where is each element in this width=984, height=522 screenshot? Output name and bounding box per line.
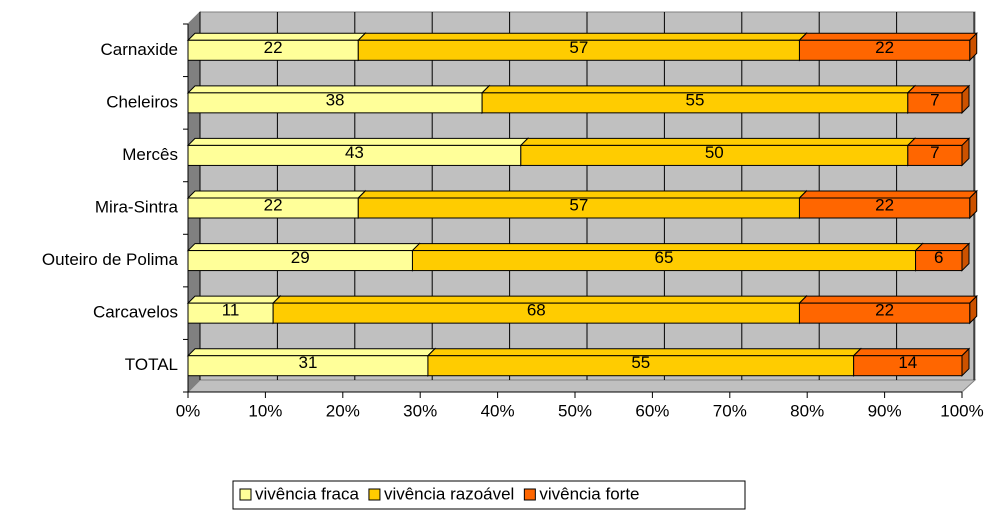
data-label: 7 [930, 90, 939, 109]
bars: 22 57 22 38 55 7 43 50 7 22 57 22 29 65 6 11 68 22 31 55 14 [186, 32, 978, 377]
legend-label: vivência fraca [255, 484, 359, 503]
legend-items: vivência fraca vivência razoável vivência … [239, 484, 640, 503]
x-tick-label: 70% [713, 401, 747, 420]
legend-label: vivência forte [539, 484, 639, 503]
data-label: 6 [934, 248, 943, 267]
x-tick-label: 20% [326, 401, 360, 420]
data-label: 22 [875, 195, 894, 214]
y-tick-label: Carnaxide [101, 40, 179, 59]
legend-swatch [523, 488, 536, 501]
x-tick-label: 50% [558, 401, 592, 420]
x-tick-label: 10% [248, 401, 282, 420]
data-label: 14 [898, 353, 917, 372]
x-tick-label: 0% [176, 401, 201, 420]
legend-swatch [239, 488, 252, 501]
data-label: 31 [299, 353, 318, 372]
y-tick-label: Mira-Sintra [95, 197, 179, 216]
bar [798, 197, 971, 219]
x-tick-label: 40% [481, 401, 515, 420]
data-label: 7 [930, 143, 939, 162]
data-label: 38 [326, 90, 345, 109]
y-tick-label: Cheleiros [106, 92, 178, 111]
data-label: 57 [569, 195, 588, 214]
y-tick-label: Outeiro de Polima [42, 250, 179, 269]
legend-label: vivência razoável [384, 484, 514, 503]
y-tick-label: Carcavelos [93, 303, 178, 322]
bar [915, 250, 963, 272]
bar [907, 144, 963, 166]
data-label: 68 [527, 301, 546, 320]
bar [798, 39, 971, 61]
bar [853, 355, 963, 377]
data-label: 29 [291, 248, 310, 267]
data-label: 43 [345, 143, 364, 162]
data-label: 57 [569, 38, 588, 57]
x-tick-label: 30% [403, 401, 437, 420]
floor [186, 379, 977, 393]
data-label: 22 [264, 38, 283, 57]
y-tick-label: TOTAL [125, 355, 178, 374]
x-tick-label: 90% [868, 401, 902, 420]
data-label: 22 [875, 301, 894, 320]
bar [798, 302, 971, 324]
data-label: 22 [264, 195, 283, 214]
data-label: 65 [655, 248, 674, 267]
legend-swatch [368, 488, 381, 501]
data-label: 22 [875, 38, 894, 57]
data-label: 55 [631, 353, 650, 372]
x-tick-label: 80% [790, 401, 824, 420]
legend [232, 480, 746, 510]
data-label: 11 [222, 301, 240, 320]
bar [907, 92, 963, 114]
y-tick-label: Mercês [122, 145, 178, 164]
x-tick-label: 100% [940, 401, 983, 420]
data-label: 55 [686, 90, 705, 109]
data-label: 50 [705, 143, 724, 162]
x-tick-label: 60% [635, 401, 669, 420]
